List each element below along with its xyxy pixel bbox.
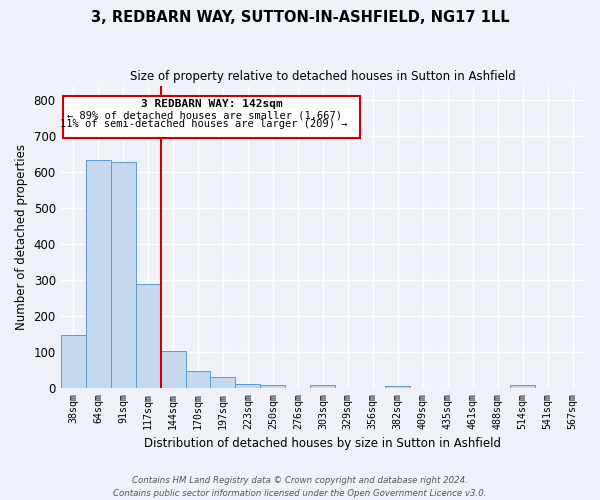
Bar <box>510 385 535 388</box>
Bar <box>61 334 86 388</box>
Title: Size of property relative to detached houses in Sutton in Ashfield: Size of property relative to detached ho… <box>130 70 516 83</box>
Text: Contains HM Land Registry data © Crown copyright and database right 2024.
Contai: Contains HM Land Registry data © Crown c… <box>113 476 487 498</box>
Bar <box>260 385 286 388</box>
Text: 11% of semi-detached houses are larger (209) →: 11% of semi-detached houses are larger (… <box>61 118 348 128</box>
Bar <box>110 162 136 388</box>
Bar <box>185 372 211 388</box>
Bar <box>385 386 410 388</box>
Text: ← 89% of detached houses are smaller (1,667): ← 89% of detached houses are smaller (1,… <box>67 110 342 120</box>
FancyBboxPatch shape <box>63 96 360 138</box>
Bar <box>211 376 235 388</box>
Y-axis label: Number of detached properties: Number of detached properties <box>15 144 28 330</box>
Bar <box>310 385 335 388</box>
X-axis label: Distribution of detached houses by size in Sutton in Ashfield: Distribution of detached houses by size … <box>145 437 502 450</box>
Bar <box>86 160 110 388</box>
Bar <box>161 350 185 388</box>
Bar <box>136 284 161 388</box>
Text: 3 REDBARN WAY: 142sqm: 3 REDBARN WAY: 142sqm <box>141 99 283 109</box>
Bar <box>235 384 260 388</box>
Text: 3, REDBARN WAY, SUTTON-IN-ASHFIELD, NG17 1LL: 3, REDBARN WAY, SUTTON-IN-ASHFIELD, NG17… <box>91 10 509 25</box>
